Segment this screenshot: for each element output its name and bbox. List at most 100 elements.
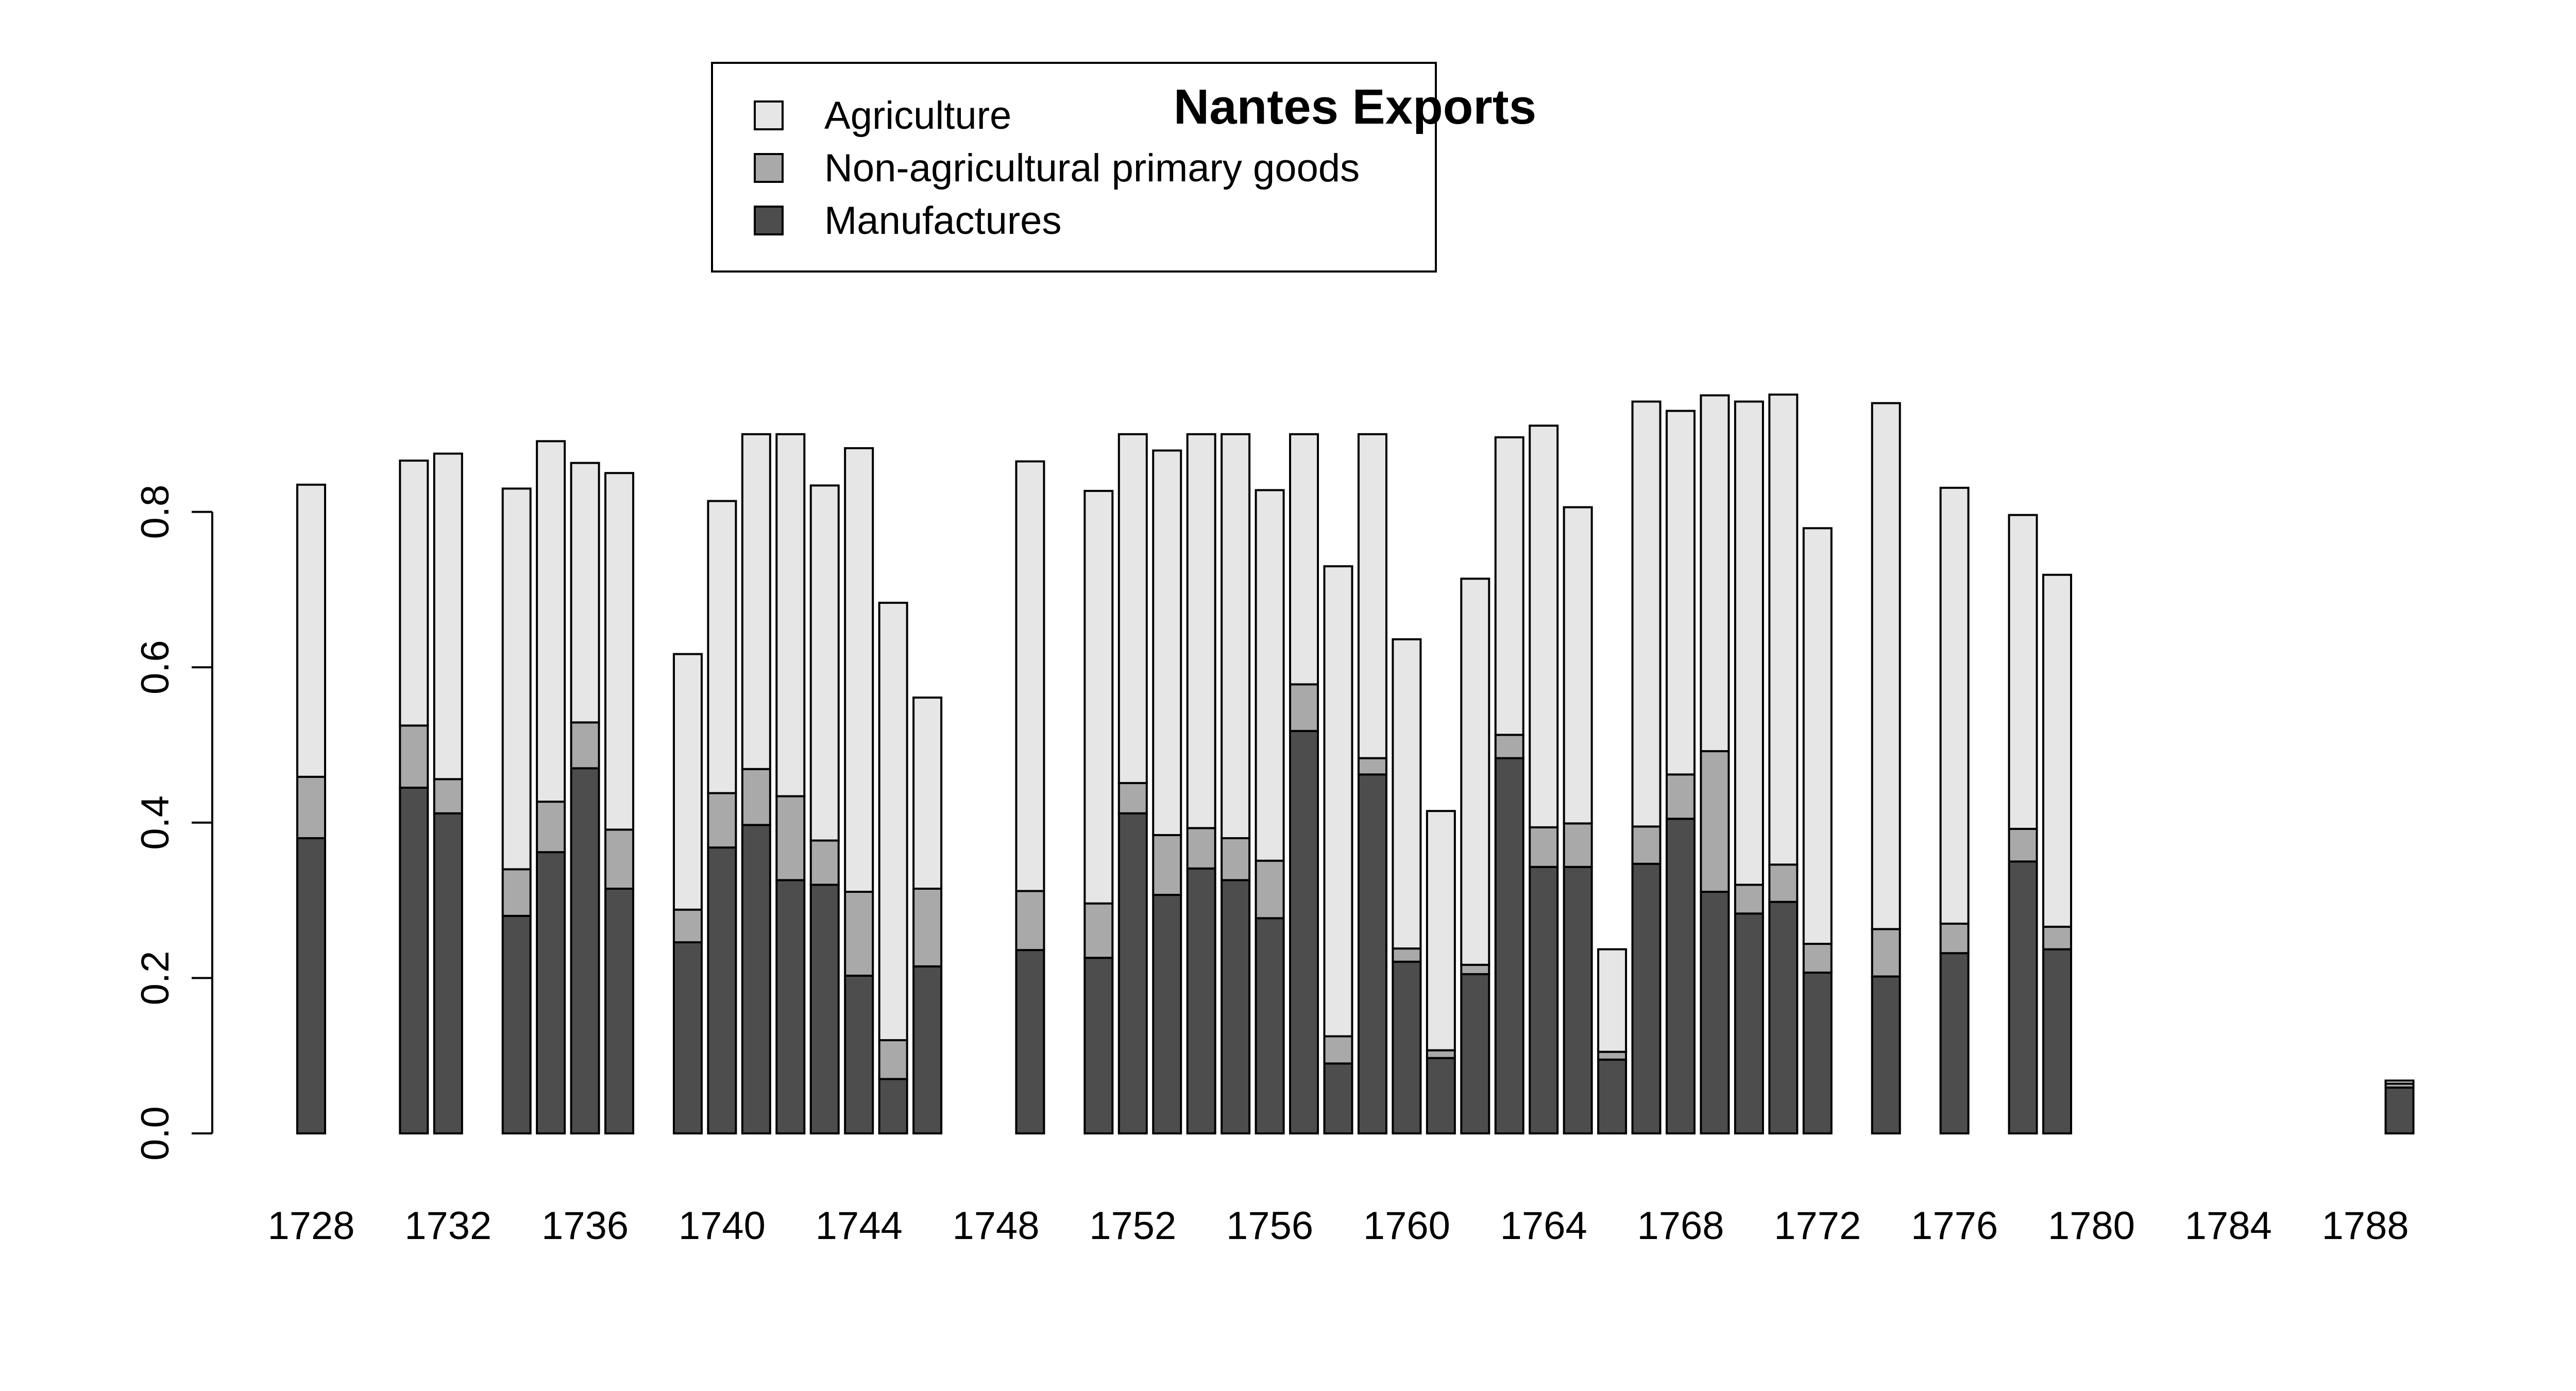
- bar-segment-manufactures-1742: [775, 879, 806, 1134]
- x-tick-label: 1776: [1911, 1204, 1998, 1248]
- bar-segment-non-agricultural-primary-goods-1743: [809, 839, 840, 886]
- bar-segment-agriculture-1740: [707, 500, 737, 794]
- bar-segment-non-agricultural-primary-goods-1736: [570, 721, 600, 770]
- bar-segment-agriculture-1765: [1563, 506, 1593, 825]
- bar-segment-manufactures-1776: [1939, 952, 1970, 1135]
- bar-segment-agriculture-1769: [1700, 394, 1730, 753]
- bar-segment-non-agricultural-primary-goods-1753: [1152, 834, 1182, 896]
- bar-segment-agriculture-1758: [1323, 565, 1353, 1038]
- x-tick-label: 1752: [1089, 1204, 1176, 1248]
- legend: Agriculture Non-agricultural primary good…: [711, 62, 1437, 273]
- bar-segment-non-agricultural-primary-goods-1757: [1289, 683, 1319, 732]
- bar-segment-manufactures-1767: [1631, 862, 1662, 1134]
- bar-segment-agriculture-1764: [1529, 425, 1559, 828]
- bar-segment-manufactures-1734: [501, 914, 532, 1134]
- bar-segment-non-agricultural-primary-goods-1759: [1357, 757, 1387, 776]
- bar-segment-agriculture-1757: [1289, 433, 1319, 686]
- bar-segment-agriculture-1771: [1768, 393, 1799, 866]
- x-tick-label: 1736: [541, 1204, 629, 1248]
- bar-segment-agriculture-1789: [2384, 1079, 2415, 1085]
- bar-segment-non-agricultural-primary-goods-1761: [1426, 1049, 1456, 1059]
- bar-segment-agriculture-1743: [809, 484, 840, 842]
- bar-segment-manufactures-1732: [433, 812, 463, 1134]
- bar-segment-agriculture-1734: [501, 487, 532, 871]
- bar-segment-manufactures-1753: [1152, 894, 1182, 1134]
- bar-segment-manufactures-1764: [1529, 866, 1559, 1134]
- bar-segment-agriculture-1756: [1255, 489, 1285, 862]
- bar-segment-non-agricultural-primary-goods-1765: [1563, 822, 1593, 868]
- bar-segment-manufactures-1756: [1255, 917, 1285, 1135]
- bar-segment-non-agricultural-primary-goods-1746: [912, 887, 943, 968]
- legend-label: Non-agricultural primary goods: [824, 146, 1360, 190]
- bar-segment-agriculture-1761: [1426, 810, 1456, 1051]
- bar-segment-manufactures-1735: [536, 851, 566, 1134]
- bar-segment-manufactures-1771: [1768, 901, 1799, 1134]
- bar-segment-manufactures-1728: [296, 837, 326, 1134]
- bar-segment-non-agricultural-primary-goods-1740: [707, 792, 737, 849]
- bar-segment-manufactures-1766: [1597, 1058, 1628, 1134]
- bar-segment-agriculture-1759: [1357, 433, 1387, 759]
- bar-segment-manufactures-1754: [1186, 867, 1216, 1134]
- legend-swatch-manufactures: [754, 206, 784, 235]
- bar-segment-non-agricultural-primary-goods-1737: [604, 828, 635, 890]
- bar-segment-manufactures-1762: [1460, 973, 1490, 1134]
- x-tick-label: 1764: [1500, 1204, 1587, 1248]
- bar-segment-manufactures-1737: [604, 887, 635, 1134]
- bar-segment-manufactures-1779: [2042, 948, 2072, 1134]
- bar-segment-manufactures-1755: [1221, 879, 1251, 1134]
- x-tick-label: 1748: [952, 1204, 1039, 1248]
- bar-segment-agriculture-1772: [1802, 527, 1833, 945]
- bar-segment-agriculture-1766: [1597, 948, 1628, 1053]
- bar-segment-non-agricultural-primary-goods-1760: [1392, 947, 1422, 963]
- y-tick-label: 0.2: [133, 951, 177, 1006]
- bar-segment-non-agricultural-primary-goods-1755: [1221, 837, 1251, 881]
- bar-segment-non-agricultural-primary-goods-1762: [1460, 963, 1490, 975]
- bar-segment-non-agricultural-primary-goods-1772: [1802, 943, 1833, 974]
- bar-segment-non-agricultural-primary-goods-1728: [296, 775, 326, 839]
- y-tick-label: 0.8: [133, 485, 177, 539]
- bar-segment-non-agricultural-primary-goods-1735: [536, 801, 566, 854]
- x-tick-label: 1772: [1774, 1204, 1861, 1248]
- bar-segment-non-agricultural-primary-goods-1758: [1323, 1035, 1353, 1065]
- bar-segment-non-agricultural-primary-goods-1739: [672, 908, 703, 944]
- bar-segment-agriculture-1779: [2042, 573, 2072, 928]
- chart-title: Nantes Exports: [1174, 79, 1536, 134]
- bar-segment-manufactures-1739: [672, 941, 703, 1134]
- bar-segment-manufactures-1745: [878, 1078, 908, 1134]
- x-axis-labels: 1728 1732 1736 1740 1744 1748 1752 1756 1760 1764…: [267, 1204, 2409, 1248]
- bar-segment-agriculture-1763: [1494, 436, 1524, 736]
- bar-segment-non-agricultural-primary-goods-1756: [1255, 859, 1285, 920]
- bar-segment-manufactures-1752: [1117, 812, 1148, 1134]
- bars: [296, 393, 2415, 1135]
- legend-label: Manufactures: [824, 199, 1061, 243]
- bar-segment-non-agricultural-primary-goods-1732: [433, 778, 463, 815]
- bar-segment-manufactures-1758: [1323, 1062, 1353, 1135]
- legend-swatch-non-agricultural-primary-goods: [754, 153, 784, 183]
- bar-segment-agriculture-1754: [1186, 433, 1216, 829]
- bar-segment-manufactures-1761: [1426, 1057, 1456, 1135]
- bar-segment-non-agricultural-primary-goods-1754: [1186, 827, 1216, 870]
- bar-segment-non-agricultural-primary-goods-1767: [1631, 825, 1662, 865]
- bar-segment-agriculture-1760: [1392, 638, 1422, 950]
- bar-segment-manufactures-1770: [1734, 912, 1764, 1134]
- bar-segment-manufactures-1769: [1700, 891, 1730, 1134]
- bar-segment-manufactures-1778: [2008, 860, 2038, 1134]
- x-tick-label: 1740: [679, 1204, 766, 1248]
- bar-segment-non-agricultural-primary-goods-1731: [399, 724, 429, 789]
- bar-segment-manufactures-1760: [1392, 960, 1422, 1135]
- bar-segment-non-agricultural-primary-goods-1774: [1871, 928, 1901, 978]
- bar-segment-non-agricultural-primary-goods-1771: [1768, 863, 1799, 903]
- x-tick-label: 1788: [2321, 1204, 2409, 1248]
- legend-label: Agriculture: [824, 94, 1011, 138]
- bar-segment-non-agricultural-primary-goods-1734: [501, 868, 532, 917]
- bar-segment-manufactures-1757: [1289, 730, 1319, 1134]
- bar-segment-manufactures-1749: [1015, 949, 1045, 1135]
- bar-segment-non-agricultural-primary-goods-1764: [1529, 826, 1559, 868]
- bar-segment-non-agricultural-primary-goods-1778: [2008, 827, 2038, 863]
- bar-segment-non-agricultural-primary-goods-1744: [844, 891, 874, 977]
- bar-segment-non-agricultural-primary-goods-1752: [1117, 782, 1148, 815]
- bar-segment-manufactures-1746: [912, 965, 943, 1135]
- bar-segment-agriculture-1745: [878, 602, 908, 1042]
